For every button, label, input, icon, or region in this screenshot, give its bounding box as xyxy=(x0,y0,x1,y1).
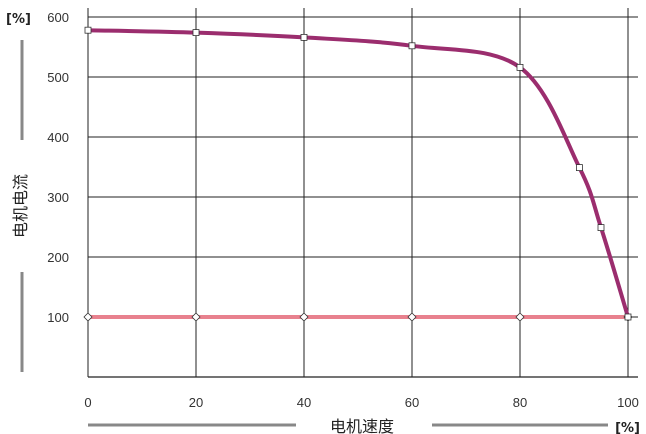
data-point xyxy=(83,312,93,322)
x-axis-unit: [%] xyxy=(615,421,640,434)
y-axis-title: 电机电流 xyxy=(11,174,30,238)
y-tick-label: 600 xyxy=(47,10,69,25)
x-axis-title: 电机速度 xyxy=(330,417,394,434)
grid-lines xyxy=(87,8,638,378)
data-point xyxy=(300,34,308,41)
y-axis-unit: [%] xyxy=(6,12,31,27)
data-point xyxy=(299,312,309,322)
data-point xyxy=(192,29,200,37)
y-tick-label: 500 xyxy=(47,70,69,85)
data-point xyxy=(516,64,524,71)
y-tick-label: 100 xyxy=(47,310,69,325)
data-point xyxy=(576,164,583,172)
x-tick-label: 20 xyxy=(189,395,203,410)
x-tick-label: 80 xyxy=(513,395,527,410)
data-point xyxy=(407,312,417,322)
x-tick-labels: 0 20 40 60 80 100 xyxy=(84,395,638,410)
data-point xyxy=(191,312,201,322)
x-tick-label: 40 xyxy=(297,395,311,410)
data-point xyxy=(597,224,605,232)
y-tick-labels: 100 200 300 400 500 600 xyxy=(47,10,69,325)
y-tick-label: 300 xyxy=(47,190,69,205)
data-point xyxy=(624,313,632,321)
y-tick-label: 200 xyxy=(47,250,69,265)
x-tick-label: 60 xyxy=(405,395,419,410)
x-tick-label: 100 xyxy=(617,395,639,410)
data-point xyxy=(515,312,525,322)
series-layer xyxy=(83,26,633,322)
data-point xyxy=(84,26,92,34)
data-point xyxy=(408,42,416,50)
axis-title-bars xyxy=(20,40,608,427)
series-line xyxy=(86,28,630,319)
y-tick-label: 400 xyxy=(47,130,69,145)
x-tick-label: 0 xyxy=(84,395,91,410)
